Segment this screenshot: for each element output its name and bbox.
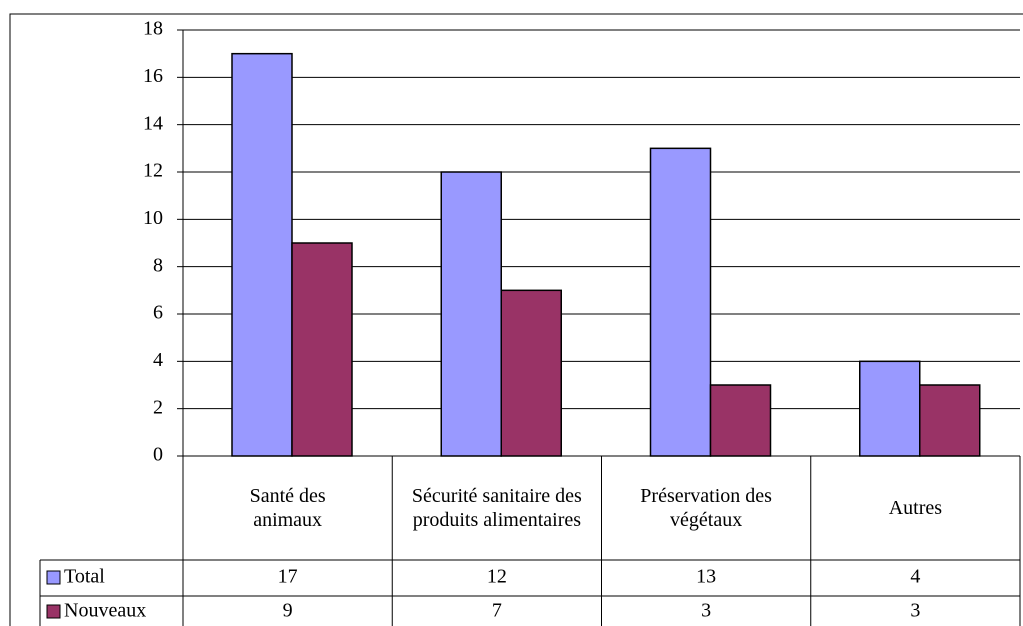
category-cell: Préservation des végétaux bbox=[602, 456, 811, 560]
bar bbox=[291, 242, 353, 457]
table-value: 7 bbox=[492, 600, 502, 622]
category-cell: Santé des animaux bbox=[183, 456, 392, 560]
category-cell: Sécurité sanitaire des produits alimenta… bbox=[392, 456, 601, 560]
table-value: 13 bbox=[696, 566, 716, 588]
y-tick-label: 18 bbox=[143, 18, 163, 40]
y-tick-label: 10 bbox=[143, 207, 163, 229]
legend-key bbox=[46, 570, 61, 585]
legend-key bbox=[46, 604, 61, 619]
x-tick-label: Santé des animaux bbox=[249, 485, 326, 531]
bar bbox=[440, 171, 502, 457]
table-value: 3 bbox=[701, 600, 711, 622]
x-tick-label: Préservation des végétaux bbox=[640, 485, 772, 531]
bar bbox=[919, 384, 981, 457]
y-tick-label: 2 bbox=[153, 396, 163, 418]
bar bbox=[859, 360, 921, 457]
table-value: 3 bbox=[910, 600, 920, 622]
y-tick-label: 16 bbox=[143, 65, 163, 87]
y-tick-label: 4 bbox=[153, 349, 163, 371]
y-tick-label: 14 bbox=[143, 112, 163, 134]
legend-label: Nouveaux bbox=[64, 600, 146, 622]
bar bbox=[231, 52, 293, 457]
table-value: 17 bbox=[278, 566, 298, 588]
legend-label: Total bbox=[64, 566, 105, 588]
y-tick-label: 8 bbox=[153, 254, 163, 276]
chart-frame bbox=[9, 13, 1023, 626]
table-value: 9 bbox=[283, 600, 293, 622]
bar bbox=[500, 289, 562, 457]
y-tick-label: 0 bbox=[153, 444, 163, 466]
y-tick-label: 12 bbox=[143, 160, 163, 182]
category-cell: Autres bbox=[811, 456, 1020, 560]
table-value: 12 bbox=[487, 566, 507, 588]
x-tick-label: Sécurité sanitaire des produits alimenta… bbox=[411, 485, 582, 531]
table-value: 4 bbox=[910, 566, 920, 588]
bar bbox=[709, 384, 772, 457]
y-tick-label: 6 bbox=[153, 302, 163, 324]
bar bbox=[649, 147, 712, 457]
x-tick-label: Autres bbox=[888, 497, 943, 519]
